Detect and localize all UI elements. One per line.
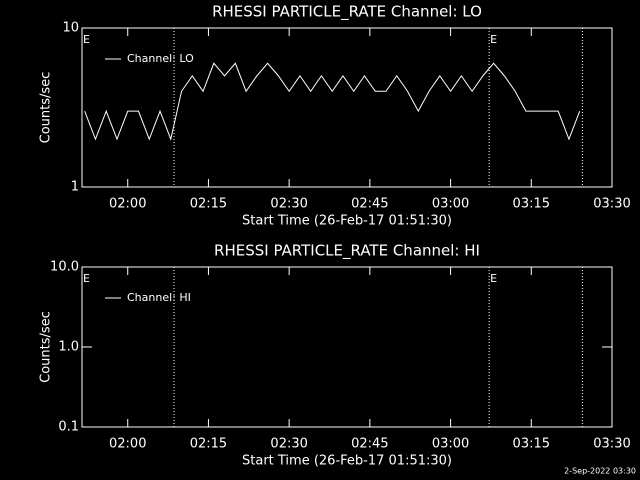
y-axis-label: Counts/sec bbox=[39, 311, 54, 383]
x-tick-label: 02:30 bbox=[270, 437, 307, 452]
x-tick-label: 03:15 bbox=[513, 437, 550, 452]
x-tick-label: 03:30 bbox=[593, 197, 630, 212]
x-tick-label: 02:15 bbox=[190, 437, 227, 452]
event-marker: E bbox=[490, 33, 497, 46]
x-tick-label: 03:15 bbox=[513, 197, 550, 212]
x-tick-label: 02:30 bbox=[270, 197, 307, 212]
event-marker: E bbox=[83, 33, 90, 46]
y-axis-label: Counts/sec bbox=[39, 72, 54, 144]
data-line bbox=[84, 62, 581, 141]
event-marker: E bbox=[490, 272, 497, 285]
x-tick-label: 03:30 bbox=[593, 437, 630, 452]
y-tick-label: 1 bbox=[71, 180, 79, 195]
x-tick-label: 02:00 bbox=[109, 437, 146, 452]
plot-frame bbox=[81, 27, 613, 188]
chart-title: RHESSI PARTICLE_RATE Channel: LO bbox=[212, 3, 482, 22]
x-axis-label: Start Time (26-Feb-17 01:51:30) bbox=[242, 454, 452, 469]
legend-label: Channel: HI bbox=[127, 291, 191, 304]
x-tick-label: 02:45 bbox=[351, 197, 388, 212]
x-tick-label: 02:45 bbox=[351, 437, 388, 452]
x-tick-label: 03:00 bbox=[432, 437, 469, 452]
y-tick-label: 10 bbox=[62, 21, 79, 36]
x-tick-label: 02:15 bbox=[190, 197, 227, 212]
y-tick-label: 1.0 bbox=[58, 340, 79, 355]
x-tick-label: 03:00 bbox=[432, 197, 469, 212]
event-marker: E bbox=[83, 272, 90, 285]
chart-title: RHESSI PARTICLE_RATE Channel: HI bbox=[214, 242, 480, 261]
footer: 2-Sep-2022 03:30 bbox=[564, 467, 636, 476]
legend-label: Channel: LO bbox=[127, 52, 194, 65]
x-tick-label: 02:00 bbox=[109, 197, 146, 212]
y-tick-label: 10.0 bbox=[50, 260, 79, 275]
x-axis-label: Start Time (26-Feb-17 01:51:30) bbox=[242, 214, 452, 229]
y-tick-label: 0.1 bbox=[58, 420, 79, 435]
